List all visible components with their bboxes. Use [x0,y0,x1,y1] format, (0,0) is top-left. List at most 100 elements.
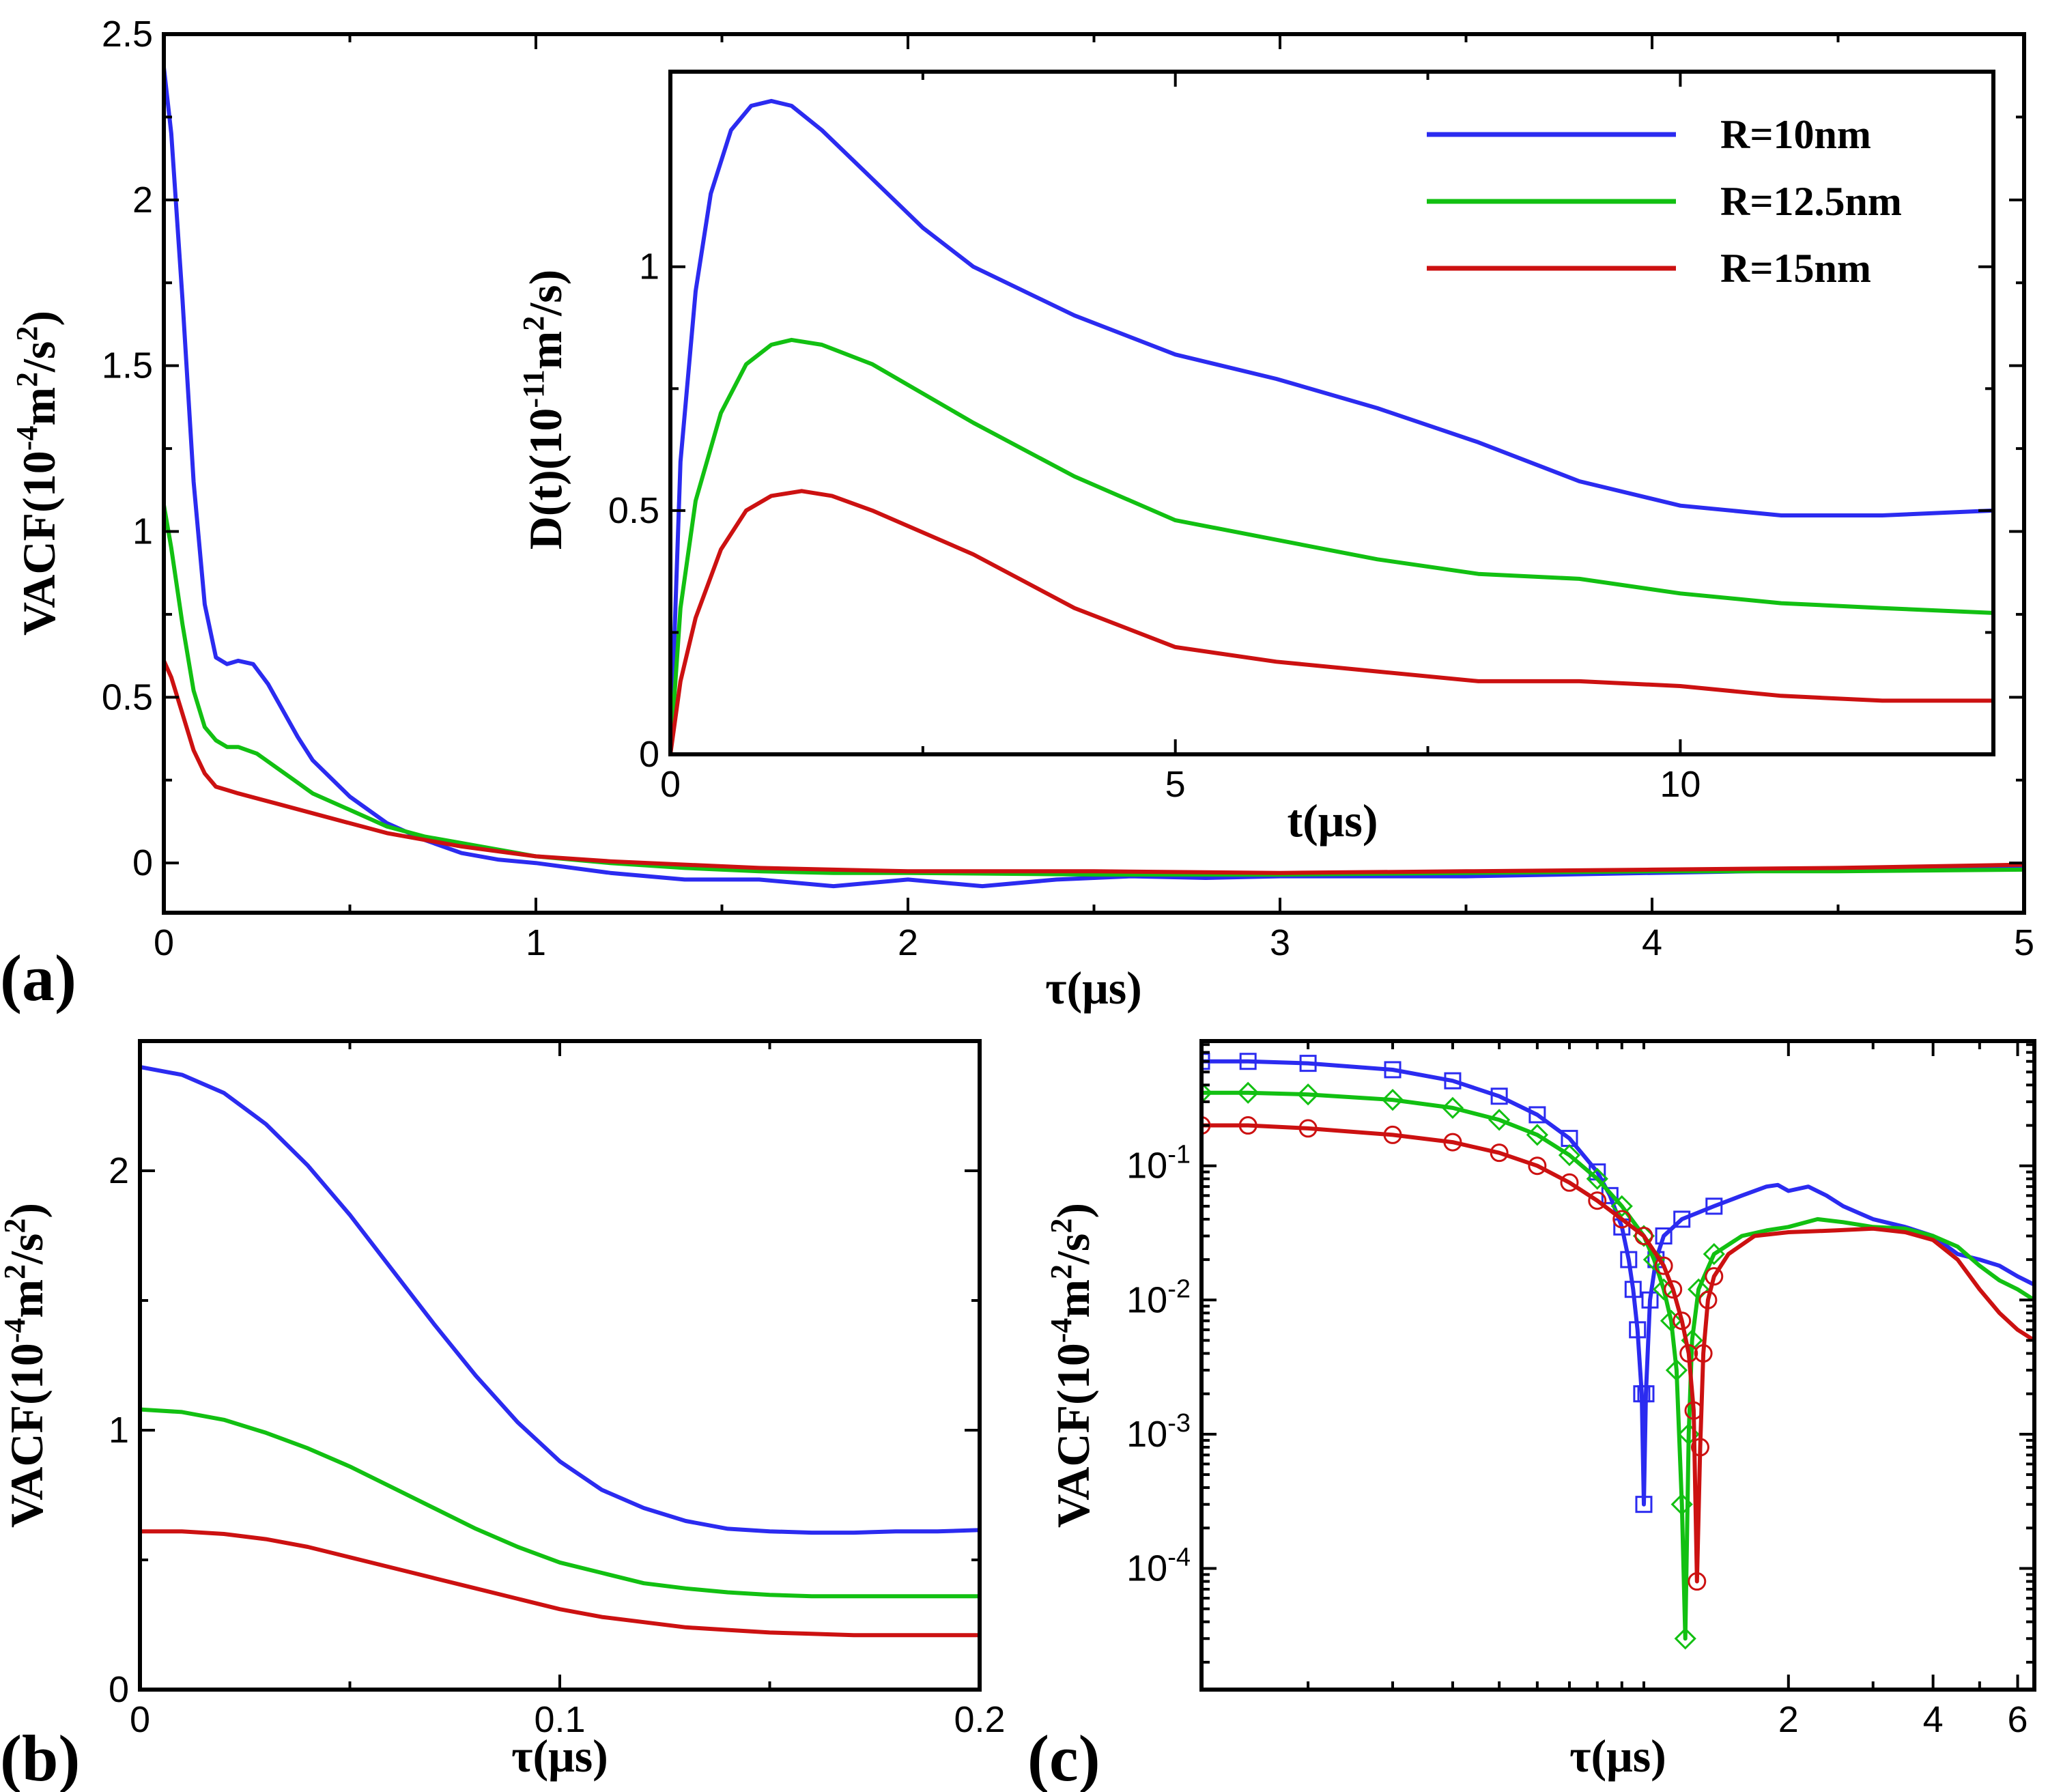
legend-label-red: R=15nm [1720,246,1871,291]
panel-c-y-tick-label: 10-2 [1126,1275,1191,1320]
panel-c-marker-circle [1298,1119,1318,1138]
panel-c-marker-diamond [1558,1144,1581,1167]
panel-b-series [140,1065,980,1638]
panel-b-series-R=12.5nm [140,1407,980,1599]
panel-c-marker-diamond [1526,1124,1548,1146]
panel-c-marker-diamond [1703,1242,1725,1266]
panel-c-marker-diamond [1642,1248,1665,1271]
panel-c-marker-square [1239,1053,1257,1070]
inset-series [670,98,1993,754]
panel-c-marker-diamond [1674,1627,1696,1650]
panel-c-marker-circle [1694,1344,1713,1363]
panel-b-y-tick-label: 2 [109,1150,129,1191]
panel-c-marker-circle [1238,1116,1257,1135]
panel-c-x-axis-title: τ(μs) [1569,1730,1666,1782]
panel-c-ticks: 2 4 6 10-4 10-3 10-2 10-1 [1126,1041,2034,1740]
panel-c-marker-circle [1443,1133,1462,1152]
panel-b-y-axis-title: VACF(10-4m2/s2) [0,1203,53,1528]
panel-b-x-tick-label: 0 [130,1699,150,1740]
panel-c-marker-circle [1705,1267,1724,1286]
panel-c-marker-circle [1560,1173,1579,1192]
panel-c-marker-square [1637,1385,1655,1403]
panel-inset-x-tick-label: 5 [1165,764,1186,805]
panel-a-series [164,65,2024,889]
panel-c-marker-square [1490,1087,1508,1105]
panel-c-marker-circle [1612,1210,1632,1229]
panel-c-marker-square [1444,1072,1462,1090]
panel-b-x-tick-label: 0.2 [954,1699,1005,1740]
inset-ticks: 0 5 10 0 0.5 1 [608,72,1993,805]
panel-c-marker-circle [1490,1143,1509,1163]
panel-inset-y-tick-label: 0 [639,734,659,775]
panel-inset-y-tick-label: 0.5 [608,490,659,531]
panel-c-marker-diamond [1488,1109,1511,1131]
panel-c-marker-square [1624,1281,1642,1298]
panel-c-marker-circle [1664,1280,1683,1299]
panel-a-y-axis-title: VACF(10-4m2/s2) [10,311,65,636]
panel-c-marker-circle [1528,1156,1547,1176]
panel-c-y-axis-title: VACF(10-4m2/s2) [1044,1203,1099,1528]
panel-a-x-tick-label: 4 [1642,922,1662,963]
panel-c-marker-diamond [1670,1493,1693,1516]
panel-c-marker-square [1705,1197,1723,1215]
panel-a: 0 1 2 3 4 5 0 0.5 1 1.5 2 2.5 τ(μs) VACF(10-4m2/s2)… [0,14,2034,1014]
panel-c-marker-square [1655,1227,1673,1245]
panel-c-y-tick-label: 10-4 [1126,1543,1191,1589]
panel-c-marker-diamond [1660,1309,1683,1332]
legend: R=10nm R=12.5nm R=15nm [1427,112,1902,291]
panel-c-marker-square [1629,1321,1647,1339]
panel-c-marker-circle [1654,1256,1673,1275]
panel-c-marker-diamond [1237,1081,1260,1104]
panel-a-ticks: 0 1 2 3 4 5 0 0.5 1 1.5 2 2.5 [102,14,2034,963]
panel-b-y-tick-label: 0 [109,1669,129,1710]
panel-b-ticks: 0 0.1 0.2 0 1 2 [109,1041,1006,1740]
legend-label-blue: R=10nm [1720,112,1871,157]
inset-frame [668,70,1995,756]
panel-b-series-R=10nm [140,1065,980,1535]
panel-c-marker-diamond [1586,1167,1608,1190]
panel-inset-series-R=10nm [670,98,1993,754]
panel-c-marker-diamond [1381,1088,1404,1111]
panel-c-marker-square [1620,1251,1638,1268]
panel-c-series [1201,1053,2034,1650]
panel-inset-series-R=12.5nm [670,337,1993,754]
panel-c-x-tick-label: 2 [1778,1699,1799,1740]
panel-b-series-R=15nm [140,1529,980,1638]
panel-b: 0 0.1 0.2 0 1 2 τ(μs) VACF(10-4m2/s2) (b) [0,1039,1006,1792]
panel-c-marker-diamond [1201,1081,1213,1104]
panel-c-marker-square [1641,1291,1659,1309]
panel-a-series-R=10nm [164,65,2024,889]
panel-c-marker-diamond [1610,1195,1633,1218]
panel-b-x-axis-title: τ(μs) [511,1730,608,1782]
panel-a-x-tick-label: 2 [898,922,918,963]
panel-a-x-tick-label: 1 [526,922,546,963]
panel-c-marker-circle [1588,1191,1607,1210]
panel-c-frame [1199,1039,2036,1692]
panel-c-marker-circle [1383,1125,1402,1144]
inset-background [670,72,1993,754]
panel-c-marker-circle [1688,1572,1707,1591]
panel-c-marker-diamond [1296,1083,1320,1106]
panel-c-marker-square [1673,1210,1691,1228]
panel-a-series-R=12.5nm [164,502,2024,877]
panel-c-marker-diamond [1665,1359,1688,1382]
panel-a-y-tick-label: 0.5 [102,677,153,717]
panel-c-marker-square [1635,1496,1653,1513]
panel-a-x-tick-label: 5 [2014,922,2034,963]
panel-inset-x-tick-label: 0 [660,764,681,805]
panel-c-y-tick-label: 10-3 [1126,1409,1191,1455]
panel-b-label: (b) [0,1722,80,1792]
panel-c-marker-circle [1684,1401,1703,1420]
panel-a-series-R=15nm [164,658,2024,875]
panel-a-x-tick-label: 3 [1270,922,1290,963]
panel-c-series-R=15nm [1201,1123,2034,1584]
panel-inset-x-tick-label: 10 [1660,764,1701,805]
inset-x-axis-title: t(μs) [1288,795,1378,847]
panel-a-y-tick-label: 2.5 [102,14,153,55]
inset-y-axis-title: D(t)(10-11m2/s) [517,270,571,550]
panel-c-marker-diamond [1441,1096,1464,1120]
panel-c-y-tick-label: 10-1 [1126,1141,1191,1186]
panel-a-x-axis-title: τ(μs) [1045,962,1142,1014]
panel-b-x-tick-label: 0.1 [534,1699,585,1740]
